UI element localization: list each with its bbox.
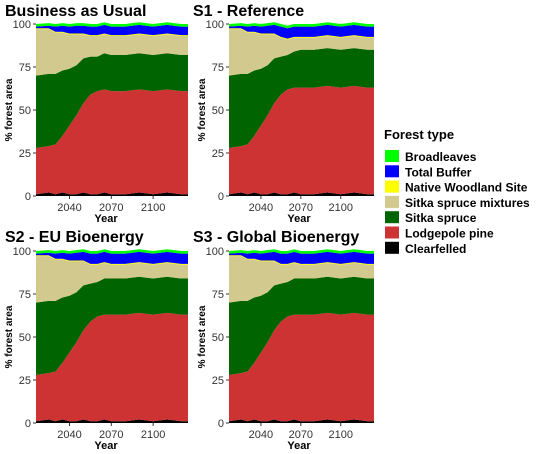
panel-s1-reference: 0 25 50 75 100 2040 2070 2100 S1 - Reference Year… (193, 3, 374, 225)
area-sitka-spruce-mixtures (36, 29, 188, 76)
panel-s2-eu-bioenergy: 0 25 50 75 100 2040 2070 2100 S2 - EU Bioenergy Y… (4, 229, 188, 452)
x-tick-label: 2040 (249, 429, 273, 441)
x-tick-label: 2100 (329, 429, 353, 441)
legend-swatch (385, 165, 399, 178)
x-tick-label: 2070 (289, 202, 313, 214)
x-axis-label: Year (94, 440, 118, 452)
x-tick-label: 2070 (99, 429, 123, 441)
area-lodgepole-pine (36, 89, 188, 195)
y-tick-label: 75 (19, 289, 31, 301)
area-lodgepole-pine (36, 312, 188, 422)
legend-item-clearfelled: Clearfelled (385, 241, 466, 256)
panel-business-as-usual: 0 25 50 75 100 2040 2070 2100 Business as Usual Y… (4, 3, 188, 225)
y-tick-label: 0 (25, 418, 31, 430)
legend-label: Lodgepole pine (405, 227, 494, 241)
x-axis-label: Year (94, 213, 118, 225)
legend-title: Forest type (384, 127, 454, 142)
legend-item-native-woodland-site: Native Woodland Site (385, 180, 528, 195)
y-tick-label: 100 (13, 246, 31, 258)
area-sitka-spruce (36, 53, 188, 148)
legend-item-sitka-spruce: Sitka spruce (385, 211, 477, 225)
area-total-buffer (36, 251, 188, 264)
area-broadleaves (229, 249, 374, 254)
y-tick-label: 50 (212, 332, 224, 344)
y-tick-label: 0 (218, 418, 224, 430)
y-axis-label: % forest area (4, 78, 15, 141)
area-lodgepole-pine (229, 312, 374, 422)
area-lodgepole-pine (229, 85, 374, 195)
legend-item-sitka-spruce-mixtures: Sitka spruce mixtures (385, 195, 530, 210)
area-sitka-spruce (36, 276, 188, 375)
y-tick-label: 50 (212, 105, 224, 117)
y-axis-label: % forest area (197, 78, 208, 141)
y-tick-label: 100 (13, 19, 31, 31)
legend-swatch (385, 180, 399, 193)
y-tick-label: 0 (218, 191, 224, 203)
area-broadleaves (36, 249, 188, 254)
y-tick-label: 75 (212, 62, 224, 74)
area-sitka-spruce-mixtures (36, 256, 188, 303)
x-tick-label: 2070 (99, 202, 123, 214)
x-tick-label: 2100 (141, 429, 165, 441)
legend-item-broadleaves: Broadleaves (385, 150, 477, 164)
area-broadleaves (229, 22, 374, 29)
legend-label: Native Woodland Site (405, 181, 528, 195)
y-tick-label: 25 (19, 375, 31, 387)
legend-swatch (385, 226, 399, 239)
area-native-woodland-site (229, 28, 374, 40)
x-axis-label: Year (287, 440, 311, 452)
x-tick-label: 2040 (57, 429, 81, 441)
x-tick-label: 2100 (329, 202, 353, 214)
y-tick-label: 75 (19, 62, 31, 74)
x-tick-label: 2040 (57, 202, 81, 214)
y-axis-label: % forest area (4, 305, 15, 368)
legend-swatch (385, 195, 399, 208)
y-tick-label: 25 (212, 375, 224, 387)
area-native-woodland-site (36, 255, 188, 265)
legend-swatch (385, 241, 399, 254)
y-tick-label: 25 (212, 148, 224, 160)
y-tick-label: 75 (212, 289, 224, 301)
legend-label: Broadleaves (405, 150, 477, 164)
x-tick-label: 2100 (141, 202, 165, 214)
y-tick-label: 100 (206, 19, 224, 31)
area-broadleaves (36, 22, 188, 27)
x-tick-label: 2040 (249, 202, 273, 214)
area-sitka-spruce (229, 48, 374, 148)
panel-group: 0 25 50 75 100 2040 2070 2100 Business as Usual Y… (4, 3, 374, 452)
panel-title: S2 - EU Bioenergy (5, 229, 144, 246)
panel-title: S1 - Reference (193, 3, 304, 20)
panel-s3-global-bioenergy: 0 25 50 75 100 2040 2070 2100 S3 - Global Bioene… (193, 229, 374, 452)
legend-item-lodgepole-pine: Lodgepole pine (385, 226, 494, 241)
y-tick-label: 50 (19, 332, 31, 344)
legend-label: Total Buffer (405, 165, 472, 179)
legend-swatch (385, 211, 399, 224)
panel-title: S3 - Global Bioenergy (193, 229, 359, 246)
area-sitka-spruce-mixtures (229, 29, 374, 76)
area-sitka-spruce (229, 276, 374, 375)
area-total-buffer (229, 24, 374, 39)
area-native-woodland-site (229, 255, 374, 265)
area-total-buffer (36, 24, 188, 36)
panel-title: Business as Usual (5, 3, 146, 20)
legend-item-total-buffer: Total Buffer (385, 165, 472, 179)
legend-label: Sitka spruce mixtures (405, 196, 530, 210)
y-tick-label: 0 (25, 191, 31, 203)
y-tick-label: 50 (19, 105, 31, 117)
area-native-woodland-site (36, 28, 188, 37)
y-tick-label: 100 (206, 246, 224, 258)
y-axis-label: % forest area (197, 305, 208, 368)
legend-label: Sitka spruce (405, 211, 477, 225)
area-sitka-spruce-mixtures (229, 256, 374, 303)
legend-label: Clearfelled (405, 242, 466, 256)
x-tick-label: 2070 (289, 429, 313, 441)
legend-swatch (385, 150, 399, 162)
y-tick-label: 25 (19, 148, 31, 160)
x-axis-label: Year (287, 213, 311, 225)
area-total-buffer (229, 251, 374, 264)
